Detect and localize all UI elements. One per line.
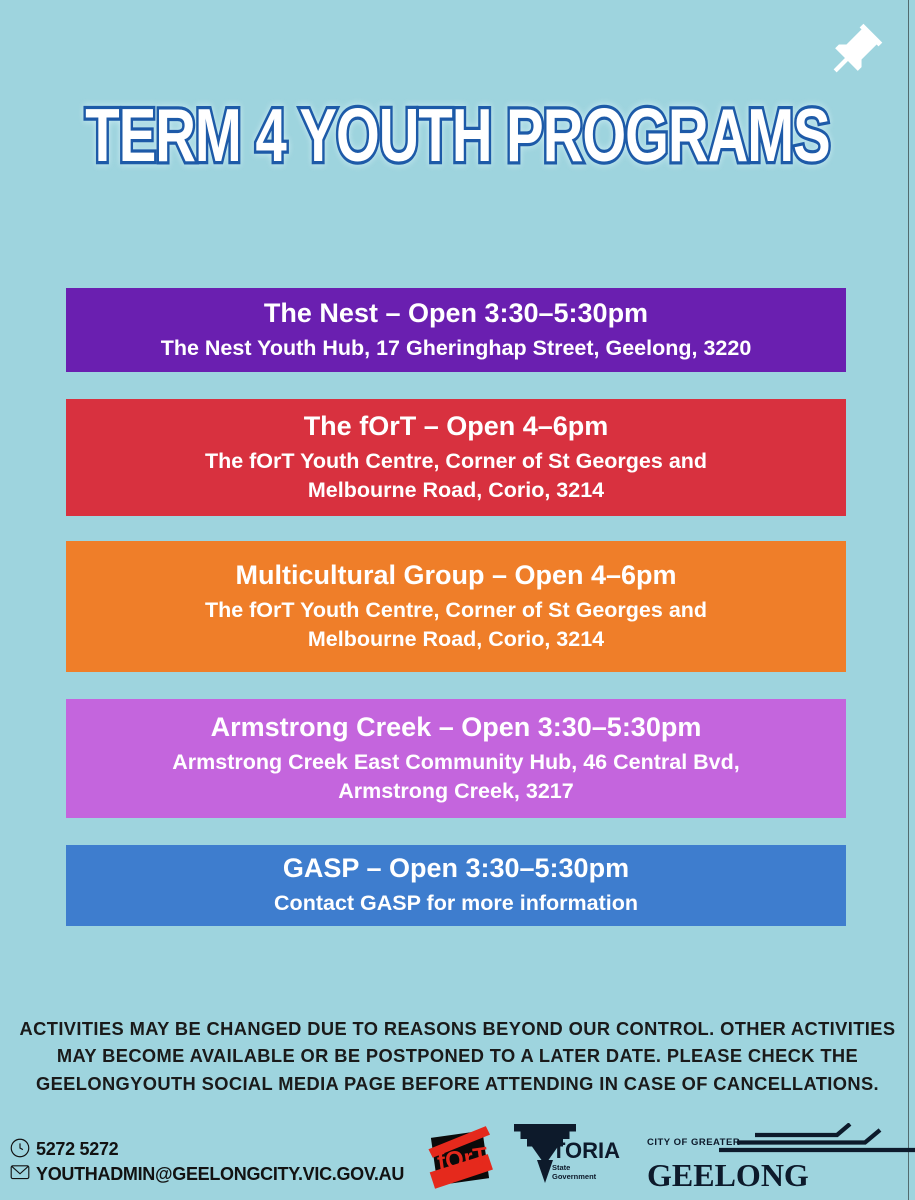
svg-text:Government: Government: [552, 1172, 597, 1181]
svg-text:State: State: [552, 1163, 570, 1172]
svg-text:TORIA: TORIA: [552, 1138, 620, 1163]
svg-text:GEELONG: GEELONG: [647, 1157, 809, 1193]
svg-text:CITY OF GREATER: CITY OF GREATER: [647, 1137, 740, 1148]
